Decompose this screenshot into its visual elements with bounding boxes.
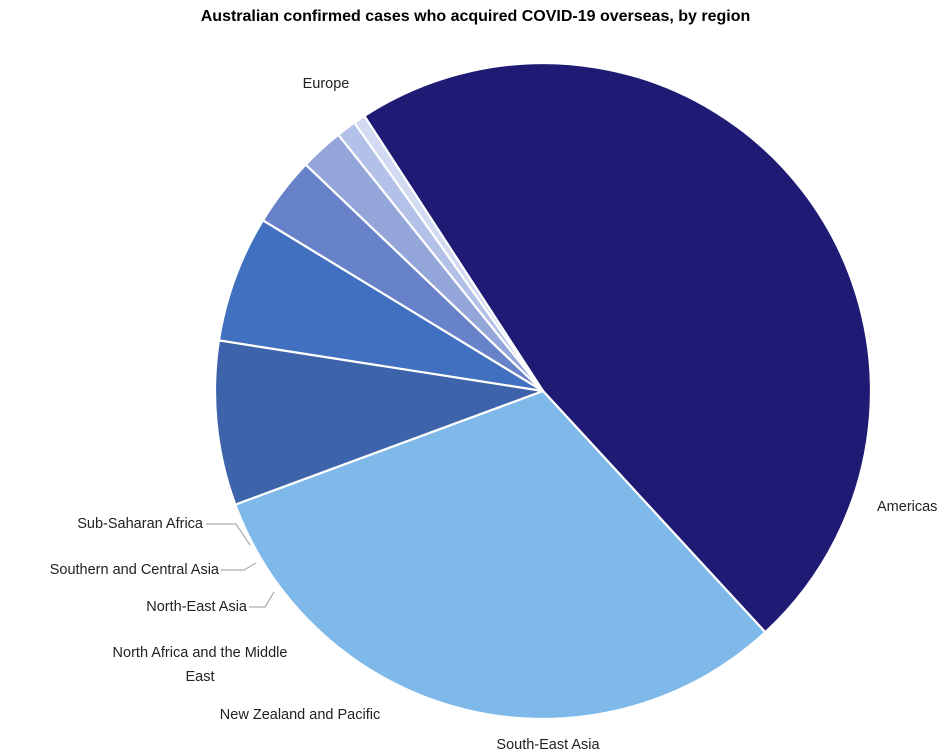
slice-labels: Europe Americas South-East Asia New Zealand… (50, 76, 938, 753)
pie-slice-europe (363, 61, 873, 634)
slice-label-sub-saharan-africa: Sub-Saharan Africa (77, 516, 204, 532)
slice-label-south-east-asia: South-East Asia (496, 737, 600, 753)
slice-label-north-africa-and-the-middle-east: North Africa and the Middle East (113, 645, 288, 685)
slice-label-americas: Americas (877, 499, 937, 515)
pie-slice-south-east-asia (213, 339, 545, 506)
pie-slice-sub-saharan-africa (353, 114, 545, 393)
pie-slices (213, 61, 873, 721)
slice-label-europe: Europe (303, 76, 350, 92)
leader-line-sub-saharan-africa (206, 523, 251, 546)
leader-line-north-east-asia (249, 591, 275, 608)
pie-slice-americas (234, 389, 767, 721)
leader-line-southern-and-central-asia (221, 562, 257, 571)
slice-label-north-east-asia: North-East Asia (146, 599, 248, 615)
chart-title: Australian confirmed cases who acquired … (200, 8, 751, 25)
pie-slice-new-zealand-and-pacific (217, 219, 545, 393)
slice-label-new-zealand-and-pacific: New Zealand and Pacific (220, 707, 380, 723)
leader-lines (206, 523, 275, 608)
slice-label-southern-and-central-asia: Southern and Central Asia (50, 562, 220, 578)
